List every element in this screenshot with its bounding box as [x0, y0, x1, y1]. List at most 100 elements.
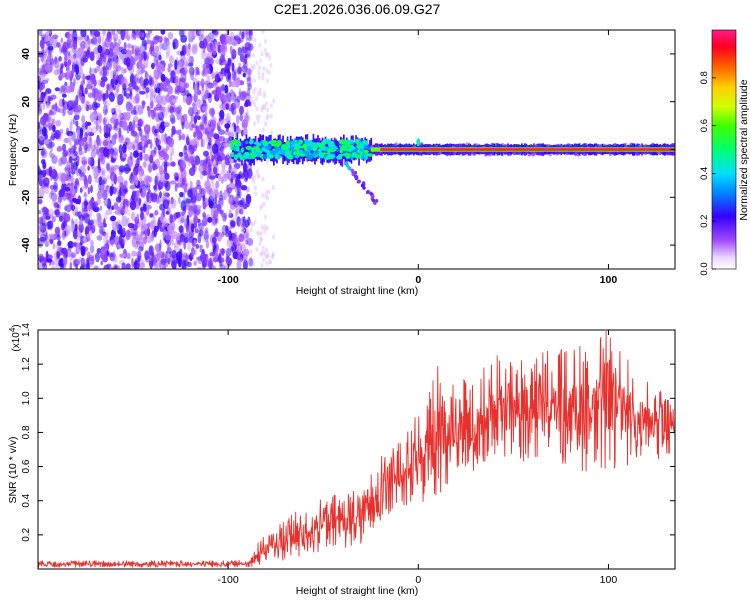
noise-cell	[271, 234, 275, 240]
noise-cell	[207, 258, 213, 269]
noise-cell	[233, 123, 237, 133]
carrier-wisp	[541, 153, 545, 157]
carrier-blob	[317, 143, 321, 147]
noise-cell	[221, 248, 225, 257]
noise-cell	[63, 137, 70, 144]
noise-cell	[170, 146, 175, 156]
y-tick-label: 0.2	[21, 527, 32, 541]
noise-cell	[97, 221, 104, 228]
noise-cell	[42, 102, 46, 110]
noise-cell	[106, 150, 110, 160]
noise-cell	[121, 48, 128, 55]
noise-cell	[122, 83, 127, 91]
carrier-halo-cell	[274, 138, 277, 162]
noise-cell	[67, 241, 74, 249]
noise-cell	[125, 93, 130, 99]
noise-cell	[230, 167, 238, 175]
noise-cell	[193, 91, 199, 103]
noise-cell	[252, 221, 255, 227]
carrier-blob	[293, 151, 298, 156]
noise-cell	[89, 73, 96, 85]
noise-cell	[257, 75, 261, 80]
noise-cell	[99, 225, 104, 234]
noise-cell	[114, 210, 121, 215]
carrier-wisp	[434, 144, 438, 148]
carrier-wisp	[437, 152, 441, 155]
noise-cell	[260, 237, 263, 242]
noise-cell	[109, 42, 114, 52]
carrier-halo-cell	[239, 138, 242, 157]
noise-cell	[262, 245, 265, 251]
noise-cell	[81, 75, 87, 80]
noise-cell	[175, 130, 180, 136]
carrier-halo-cell	[323, 140, 325, 163]
carrier-wisp	[643, 145, 647, 148]
noise-cell	[236, 216, 241, 227]
noise-cell	[249, 101, 252, 107]
noise-cell	[156, 139, 162, 146]
carrier-blob	[329, 141, 335, 145]
noise-cell	[207, 216, 213, 223]
carrier-halo-cell	[367, 144, 369, 162]
noise-cell	[214, 73, 220, 84]
noise-cell	[208, 200, 214, 209]
noise-cell	[252, 63, 256, 69]
noise-cell	[218, 117, 222, 122]
noise-cell	[237, 66, 242, 75]
noise-cell	[165, 144, 170, 151]
noise-cell	[209, 251, 216, 257]
noise-cell	[98, 228, 106, 235]
noise-cell	[231, 171, 236, 181]
noise-cell	[239, 37, 244, 43]
noise-cell	[55, 244, 60, 249]
noise-cell	[165, 192, 170, 198]
noise-cell	[45, 40, 51, 47]
noise-cell	[123, 163, 130, 175]
noise-cell	[79, 150, 85, 155]
noise-cell	[69, 250, 74, 262]
noise-cell	[199, 252, 206, 263]
noise-cell	[257, 231, 261, 237]
noise-cell	[217, 86, 224, 91]
noise-cell	[212, 166, 218, 175]
carrier-blob	[250, 154, 257, 158]
noise-cell	[239, 114, 244, 122]
noise-cell	[58, 157, 63, 167]
noise-cell	[242, 72, 246, 78]
carrier-peak	[633, 148, 639, 151]
noise-cell	[204, 180, 211, 190]
noise-cell	[45, 231, 49, 242]
noise-cell	[132, 80, 137, 90]
noise-cell	[48, 49, 53, 56]
noise-cell	[158, 165, 164, 176]
noise-cell	[223, 173, 228, 182]
noise-cell	[85, 141, 90, 147]
noise-cell	[46, 258, 53, 263]
noise-cell	[132, 75, 137, 82]
carrier-wisp	[629, 142, 633, 146]
noise-cell	[76, 230, 81, 238]
noise-cell	[93, 265, 99, 269]
noise-cell	[207, 82, 214, 89]
noise-cell	[208, 261, 213, 269]
noise-cell	[176, 251, 183, 262]
noise-cell	[99, 52, 104, 60]
noise-cell	[75, 263, 78, 269]
noise-cell	[145, 87, 150, 94]
noise-cell	[245, 30, 248, 42]
noise-cell	[89, 67, 92, 76]
noise-cell	[108, 30, 111, 37]
noise-cell	[238, 91, 242, 100]
noise-cell	[264, 38, 268, 44]
carrier-blob	[331, 146, 337, 151]
noise-cell	[240, 243, 246, 253]
snr-frame	[37, 329, 676, 570]
carrier-peak	[665, 148, 670, 151]
noise-cell	[214, 186, 219, 197]
carrier-blob	[327, 148, 331, 154]
noise-cell	[243, 127, 248, 137]
noise-cell	[77, 155, 80, 164]
noise-cell	[156, 99, 161, 109]
noise-cell	[152, 161, 156, 171]
noise-cell	[238, 220, 244, 229]
